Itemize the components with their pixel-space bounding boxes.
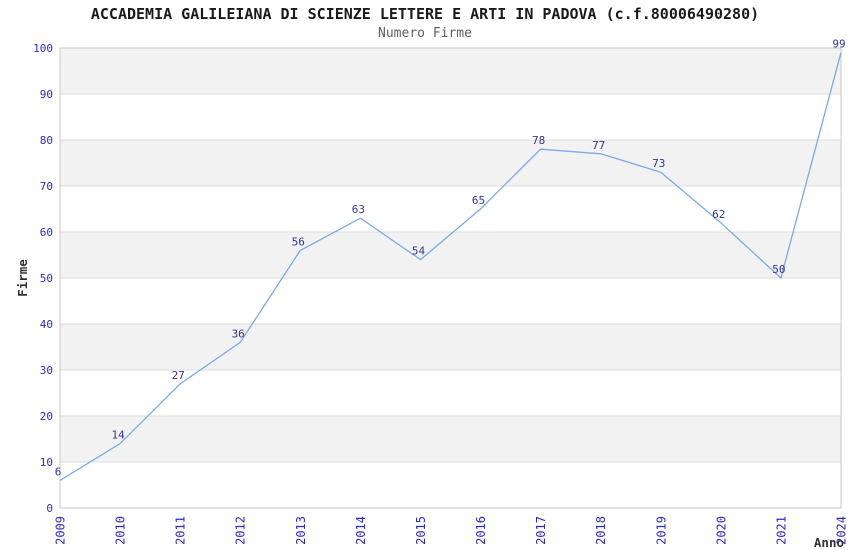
x-tick-label: 2016 <box>474 516 488 545</box>
x-tick-label: 2012 <box>234 516 248 545</box>
y-tick-label: 50 <box>40 272 53 285</box>
x-tick-label: 2010 <box>114 516 128 545</box>
plot-bands <box>60 48 841 462</box>
data-label: 27 <box>172 369 185 382</box>
x-tick-label: 2013 <box>294 516 308 545</box>
data-label: 56 <box>292 235 305 248</box>
data-line <box>59 52 842 481</box>
data-label: 62 <box>712 208 725 221</box>
data-label: 6 <box>55 465 62 478</box>
plot-band <box>60 232 841 278</box>
series-line <box>59 52 842 481</box>
y-tick-label: 90 <box>40 88 53 101</box>
y-tick-label: 80 <box>40 134 53 147</box>
data-label: 65 <box>472 194 485 207</box>
x-tick-label: 2018 <box>594 516 608 545</box>
data-label: 54 <box>412 245 426 258</box>
y-tick-label: 10 <box>40 456 53 469</box>
x-tick-label: 2011 <box>174 516 188 545</box>
data-label: 14 <box>111 429 125 442</box>
y-axis-tick-labels: 0 10 20 30 40 50 60 70 80 90 100 <box>33 42 53 515</box>
plot-border <box>59 47 842 509</box>
y-axis-title: Firme <box>15 259 30 297</box>
x-tick-label: 2015 <box>414 516 428 545</box>
y-tick-label: 60 <box>40 226 53 239</box>
x-tick-label: 2024 <box>835 516 849 545</box>
y-tick-label: 40 <box>40 318 53 331</box>
y-tick-label: 30 <box>40 364 53 377</box>
data-label: 77 <box>592 139 605 152</box>
x-axis-title: Anno <box>814 535 844 550</box>
x-tick-label: 2009 <box>54 516 68 545</box>
y-tick-label: 20 <box>40 410 53 423</box>
plot-band <box>60 48 841 94</box>
data-label: 78 <box>532 134 545 147</box>
chart-subtitle: Numero Firme <box>378 26 472 41</box>
x-axis-tick-labels: 2009 2010 2011 2012 2013 2014 2015 2016 2017 2018… <box>54 516 849 545</box>
chart-title: ACCADEMIA GALILEIANA DI SCIENZE LETTERE … <box>91 5 759 23</box>
x-tick-label: 2017 <box>534 516 548 545</box>
x-tick-label: 2014 <box>354 516 368 545</box>
data-label: 99 <box>832 38 845 51</box>
x-tick-label: 2020 <box>714 516 728 545</box>
plot-band <box>60 324 841 370</box>
x-tick-label: 2019 <box>654 516 668 545</box>
x-tick-label: 2021 <box>774 516 788 545</box>
plot-band <box>60 140 841 186</box>
plot-band <box>60 416 841 462</box>
y-tick-label: 100 <box>33 42 53 55</box>
data-labels: 6 14 27 36 56 63 54 65 78 77 73 62 50 99 <box>55 38 846 479</box>
data-label: 73 <box>652 157 665 170</box>
y-tick-label: 0 <box>46 502 53 515</box>
y-tick-label: 70 <box>40 180 53 193</box>
data-label: 36 <box>232 327 245 340</box>
data-label: 63 <box>352 203 365 216</box>
plot-area-border <box>59 47 842 509</box>
data-label: 50 <box>772 263 785 276</box>
